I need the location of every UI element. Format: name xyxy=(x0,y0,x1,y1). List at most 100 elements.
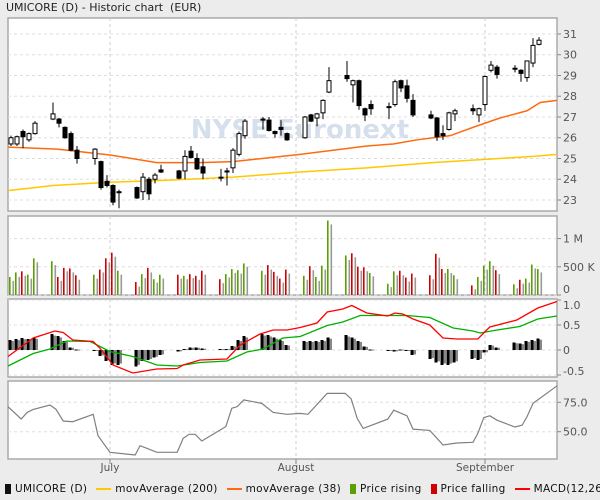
macd-histogram-shadow-bar xyxy=(371,349,374,351)
volume-bar xyxy=(57,276,59,295)
volume-bar xyxy=(159,274,161,295)
candle-body xyxy=(74,149,80,159)
macd-histogram-shadow-bar xyxy=(401,349,404,351)
candle xyxy=(230,148,236,174)
candle-body xyxy=(242,120,248,137)
volume-bar xyxy=(345,255,347,295)
volume-average-bar xyxy=(102,272,105,295)
legend-item: UMICORE (D) xyxy=(5,483,87,495)
macd-histogram-shadow-bar xyxy=(143,350,146,360)
candle xyxy=(446,111,452,131)
candle-body xyxy=(200,166,206,174)
macd-histogram-shadow-bar xyxy=(65,341,68,350)
macd-histogram-shadow-bar xyxy=(239,341,242,350)
volume-bar xyxy=(495,270,497,295)
macd-histogram-shadow-bar xyxy=(347,336,350,350)
macd-histogram-bar xyxy=(56,336,60,350)
macd-histogram-shadow-bar xyxy=(539,339,542,350)
macd-histogram-shadow-bar xyxy=(389,350,392,351)
candle xyxy=(482,75,488,111)
volume-average-bar xyxy=(120,274,123,295)
candle xyxy=(242,119,248,139)
macd-histogram-shadow-bar xyxy=(53,335,56,350)
candle xyxy=(512,65,518,73)
macd-histogram-bar xyxy=(110,350,114,365)
candle-body xyxy=(224,170,230,173)
macd-histogram-shadow-bar xyxy=(203,348,206,350)
volume-bar xyxy=(477,276,479,295)
candle-body xyxy=(98,161,104,189)
volume-bar xyxy=(279,278,281,295)
volume-average-bar xyxy=(480,280,483,295)
volume-bar xyxy=(285,269,287,295)
macd-histogram-bar xyxy=(266,335,270,350)
volume-bar xyxy=(519,279,521,295)
nyse-euronext-watermark: NYSE Euronext xyxy=(191,115,409,145)
candle xyxy=(188,146,194,159)
osc-tick-label: 75.0 xyxy=(563,396,588,409)
candle-body xyxy=(152,174,158,180)
volume-bar xyxy=(99,269,101,295)
macd-histogram-bar xyxy=(362,346,366,350)
macd-histogram-shadow-bar xyxy=(179,350,182,352)
candle-body xyxy=(20,131,26,138)
volume-bar xyxy=(225,274,227,295)
candle xyxy=(314,112,320,127)
candle-body xyxy=(428,114,434,119)
candle-body xyxy=(278,126,284,130)
macd-tick-label: 0.5 xyxy=(563,319,581,332)
macd-histogram-shadow-bar xyxy=(311,341,314,350)
macd-histogram-shadow-bar xyxy=(443,350,446,364)
macd-histogram-bar xyxy=(26,339,30,350)
candle xyxy=(428,110,434,120)
candle-body xyxy=(236,133,242,155)
macd-histogram-shadow-bar xyxy=(161,350,164,355)
volume-bar xyxy=(357,266,359,295)
legend-square-swatch xyxy=(430,484,437,494)
volume-average-bar xyxy=(354,257,357,295)
macd-histogram-bar xyxy=(14,339,18,350)
volume-average-bar xyxy=(330,224,333,295)
macd-histogram-bar xyxy=(320,340,324,350)
candle-body xyxy=(482,76,488,106)
macd-histogram-bar xyxy=(446,350,450,365)
candle xyxy=(398,79,404,93)
candle xyxy=(200,158,206,180)
volume-average-bar xyxy=(54,265,57,295)
chart-legend: UMICORE (D) movAverage (200) movAverage (3… xyxy=(5,481,600,497)
candle xyxy=(302,115,308,139)
candle xyxy=(62,126,68,139)
volume-average-bar xyxy=(108,262,111,295)
macd-histogram-bar xyxy=(32,337,36,350)
macd-histogram-shadow-bar xyxy=(491,345,494,350)
candle-body xyxy=(158,169,164,173)
month-label: September xyxy=(456,462,515,474)
macd-histogram-shadow-bar xyxy=(149,350,152,359)
volume-average-bar xyxy=(186,279,189,295)
volume-average-bar xyxy=(60,280,63,295)
candle xyxy=(344,60,350,82)
candle-body xyxy=(446,112,452,130)
volume-bar xyxy=(315,276,317,295)
candle-body xyxy=(62,126,68,139)
candle xyxy=(320,99,326,120)
candle-body xyxy=(410,99,416,116)
volume-bar xyxy=(441,269,443,295)
macd-histogram-bar xyxy=(518,343,522,350)
macd-histogram-bar xyxy=(98,350,102,356)
candle-body xyxy=(536,39,542,45)
legend-label: movAverage (200) xyxy=(115,483,218,495)
price-tick-label: 30 xyxy=(563,49,577,62)
macd-histogram-bar xyxy=(68,347,72,350)
macd-histogram-shadow-bar xyxy=(155,350,158,357)
volume-average-bar xyxy=(498,274,501,295)
candle-body xyxy=(266,119,272,131)
volume-bar xyxy=(63,267,65,295)
candle-body xyxy=(56,118,62,124)
volume-bar xyxy=(189,274,191,295)
candle-body xyxy=(92,148,98,159)
candle-body xyxy=(392,81,398,106)
candle xyxy=(530,38,536,68)
legend-square-swatch xyxy=(5,484,11,494)
